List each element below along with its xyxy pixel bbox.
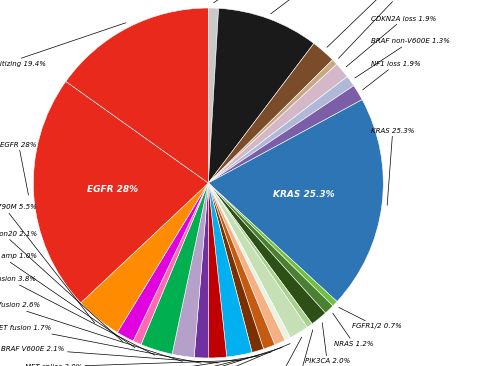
Wedge shape [208,76,354,183]
Wedge shape [208,8,314,183]
Wedge shape [208,183,312,327]
Wedge shape [208,44,333,183]
Text: EGFR T790M 5.5%: EGFR T790M 5.5% [0,205,95,323]
Text: ERBB2 mut 2.3%: ERBB2 mut 2.3% [240,337,302,366]
Text: CDKN2A loss 1.9%: CDKN2A loss 1.9% [346,15,436,67]
Text: NF1 loss 1.9%: NF1 loss 1.9% [363,61,421,90]
Wedge shape [208,183,333,313]
Text: UMD 12.0%: UMD 12.0% [271,0,403,14]
Wedge shape [33,81,208,303]
Text: ERBB2 amp 1.4%: ERBB2 amp 1.4% [63,352,271,366]
Text: FGFR1/2 0.7%: FGFR1/2 0.7% [339,307,402,329]
Wedge shape [118,183,208,341]
Text: BRAF non-V600E 1.3%: BRAF non-V600E 1.3% [355,38,450,78]
Wedge shape [172,183,208,358]
Wedge shape [208,183,307,337]
Wedge shape [208,86,362,183]
Text: BRCA1/2 loss 1.3%: BRCA1/2 loss 1.3% [93,347,282,366]
Text: PIK3CA 2.0%: PIK3CA 2.0% [305,323,350,365]
Text: MET amp 1.4%: MET amp 1.4% [51,356,259,366]
Wedge shape [81,183,208,332]
Text: PTEN loss 0.7%: PTEN loss 0.7% [338,0,425,58]
Wedge shape [66,8,208,183]
Text: KRAS 25.3%: KRAS 25.3% [273,190,335,199]
Wedge shape [208,183,337,306]
Wedge shape [133,183,208,344]
Wedge shape [208,183,227,358]
Wedge shape [208,183,285,345]
Text: KRAS 25.3%: KRAS 25.3% [371,127,415,205]
Wedge shape [141,183,208,354]
Wedge shape [208,8,219,183]
Text: EGFR sensitizing 19.4%: EGFR sensitizing 19.4% [0,23,126,67]
Text: RET fusion 1.7%: RET fusion 1.7% [0,325,201,363]
Text: EGFR WT amp 1.0%: EGFR WT amp 1.0% [0,254,135,348]
Text: ALK fusion 3.8%: ALK fusion 3.8% [0,276,155,355]
Text: MET splice 3.0%: MET splice 3.0% [25,361,241,366]
Wedge shape [194,183,209,358]
Text: EGFR 28%: EGFR 28% [87,185,138,194]
Wedge shape [208,64,347,183]
Text: ROS1 fusion 2.6%: ROS1 fusion 2.6% [0,302,183,361]
Text: TSC1/2 loss 0.7%: TSC1/2 loss 0.7% [133,344,290,366]
Text: EGFR 28%: EGFR 28% [0,142,37,195]
Wedge shape [208,183,263,352]
Text: No mutations 1.2%: No mutations 1.2% [214,0,394,3]
Text: BRAF V600E 2.1%: BRAF V600E 2.1% [1,346,218,363]
Wedge shape [208,183,290,340]
Wedge shape [208,100,383,302]
Wedge shape [208,60,337,183]
Text: Other drivers 2.9%: Other drivers 2.9% [327,0,437,47]
Wedge shape [208,183,252,357]
Text: MAP2K1 0.7%: MAP2K1 0.7% [275,330,323,366]
Text: NRAS 1.2%: NRAS 1.2% [333,313,374,347]
Wedge shape [208,183,325,324]
Wedge shape [208,183,275,349]
Text: EGFR exon20 2.1%: EGFR exon20 2.1% [0,231,123,341]
